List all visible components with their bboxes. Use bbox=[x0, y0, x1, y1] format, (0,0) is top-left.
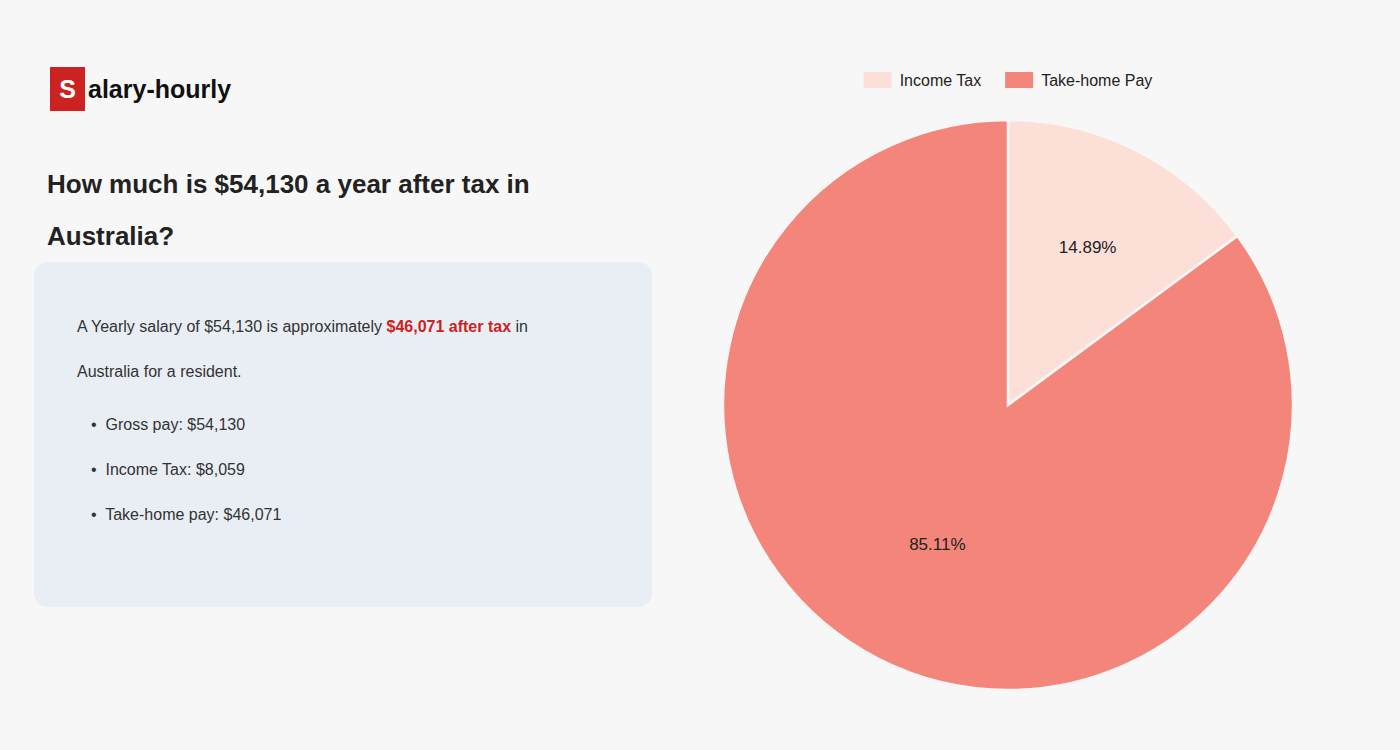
logo-box bbox=[50, 67, 85, 111]
bullet: • Income Tax: $8,059 bbox=[91, 461, 245, 478]
legend: Income Tax Take-home Pay bbox=[864, 72, 1153, 89]
background bbox=[0, 0, 1400, 750]
pie bbox=[723, 120, 1293, 690]
title: How much is $54,130 a year after tax in … bbox=[47, 169, 537, 251]
description-highlight: $46,071 after tax bbox=[387, 318, 512, 335]
info-box bbox=[34, 262, 652, 607]
description: in bbox=[511, 318, 528, 335]
bullet: • Gross pay: $54,130 bbox=[91, 416, 245, 433]
description: Australia for a resident. bbox=[77, 363, 242, 380]
data-label: 14.89% bbox=[1059, 238, 1117, 257]
legend-swatch bbox=[1005, 72, 1033, 88]
data-labels: 14.89% 85.11% bbox=[909, 238, 1116, 555]
logo-letter: S bbox=[59, 75, 76, 103]
legend-label: Take-home Pay bbox=[1041, 72, 1152, 89]
legend-item: Income Tax bbox=[864, 72, 982, 89]
data-label: 85.11% bbox=[909, 535, 965, 554]
pie-slice bbox=[723, 120, 1293, 690]
logo-text: alary-hourly bbox=[88, 75, 231, 103]
bullet: • Take-home pay: $46,071 bbox=[91, 506, 281, 523]
logo: Salary-hourly bbox=[50, 67, 231, 111]
legend-swatch bbox=[864, 72, 892, 88]
legend-item: Take-home Pay bbox=[1005, 72, 1152, 89]
legend-label: Income Tax bbox=[900, 72, 982, 89]
description: A Yearly salary of $54,130 is approximat… bbox=[77, 318, 387, 335]
chart: Salary-hourly How much is $54,130 a year … bbox=[0, 0, 1400, 750]
